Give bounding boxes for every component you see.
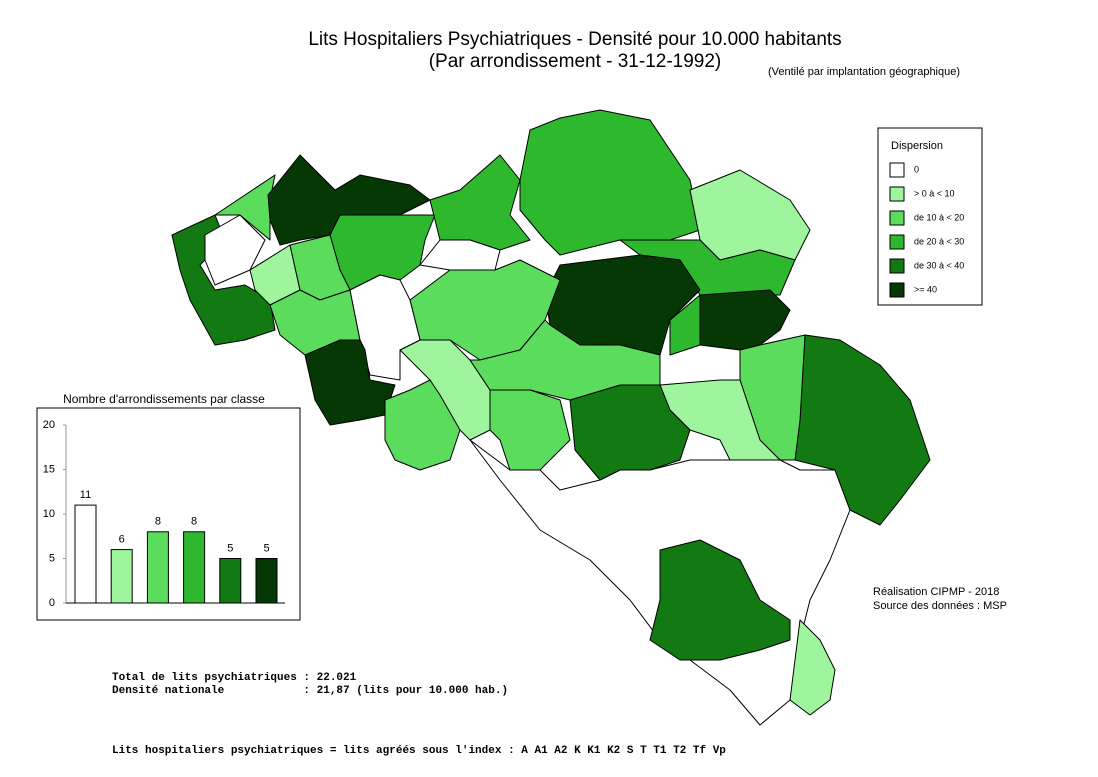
- value-label: 6: [119, 534, 125, 546]
- region: [469, 319, 661, 401]
- legend-swatch: [889, 282, 905, 298]
- y-tick-label: 20: [43, 419, 55, 431]
- chart: 0 5 10 15 20 11 6 8 8 5 5: [43, 419, 285, 609]
- value-label: 5: [263, 542, 269, 554]
- region: [384, 379, 461, 471]
- region: [789, 619, 836, 716]
- footer-definition: Lits hospitaliers psychiatriques = lits …: [112, 745, 726, 757]
- legend: 0 > 0 à < 10 de 10 à < 20 de 20 à < 30 de 30…: [889, 162, 964, 298]
- legend-swatch: [889, 186, 905, 202]
- legend-swatch: [889, 162, 905, 178]
- note: (Ventilé par implantation géographique): [768, 66, 960, 78]
- credit: Réalisation CIPMP - 2018: [873, 586, 999, 598]
- value-label: 11: [80, 489, 91, 501]
- legend-label: de 10 à < 20: [914, 212, 964, 222]
- map: [171, 109, 931, 726]
- legend-label: >= 40: [914, 284, 937, 294]
- bar: [146, 531, 169, 604]
- legend-label: de 20 à < 30: [914, 236, 964, 246]
- region: [489, 389, 571, 471]
- region: [519, 109, 701, 256]
- title: Lits Hospitaliers Psychiatriques - Densi…: [308, 29, 841, 50]
- region: [649, 539, 791, 661]
- y-tick-label: 0: [49, 597, 55, 609]
- legend-swatch: [889, 258, 905, 274]
- region: [304, 339, 396, 426]
- value-label: 8: [191, 516, 197, 528]
- chart-title: Nombre d'arrondissements par classe: [63, 392, 265, 406]
- bar: [255, 558, 278, 604]
- legend-label: 0: [914, 164, 919, 174]
- value-label: 8: [155, 516, 161, 528]
- legend-title: Dispersion: [891, 140, 943, 152]
- bar: [219, 558, 242, 604]
- credit: Source des données : MSP: [873, 600, 1007, 612]
- footer-line: Total de lits psychiatriques : 22.021: [112, 672, 357, 684]
- bar: [110, 549, 133, 604]
- region: [429, 154, 531, 251]
- bar: [183, 531, 206, 604]
- bar: [74, 504, 97, 604]
- region: [689, 169, 811, 261]
- value-label: 5: [227, 542, 233, 554]
- legend-swatch: [889, 210, 905, 226]
- subtitle: (Par arrondissement - 31-12-1992): [429, 51, 722, 72]
- y-tick-label: 10: [43, 508, 55, 520]
- legend-label: > 0 à < 10: [914, 188, 955, 198]
- y-tick-label: 15: [43, 463, 55, 475]
- footer-line: Densité nationale : 21,87 (lits pour 10.…: [112, 685, 508, 697]
- region: [699, 289, 791, 351]
- legend-swatch: [889, 234, 905, 250]
- legend-label: de 30 à < 40: [914, 260, 964, 270]
- y-tick-label: 5: [49, 552, 55, 564]
